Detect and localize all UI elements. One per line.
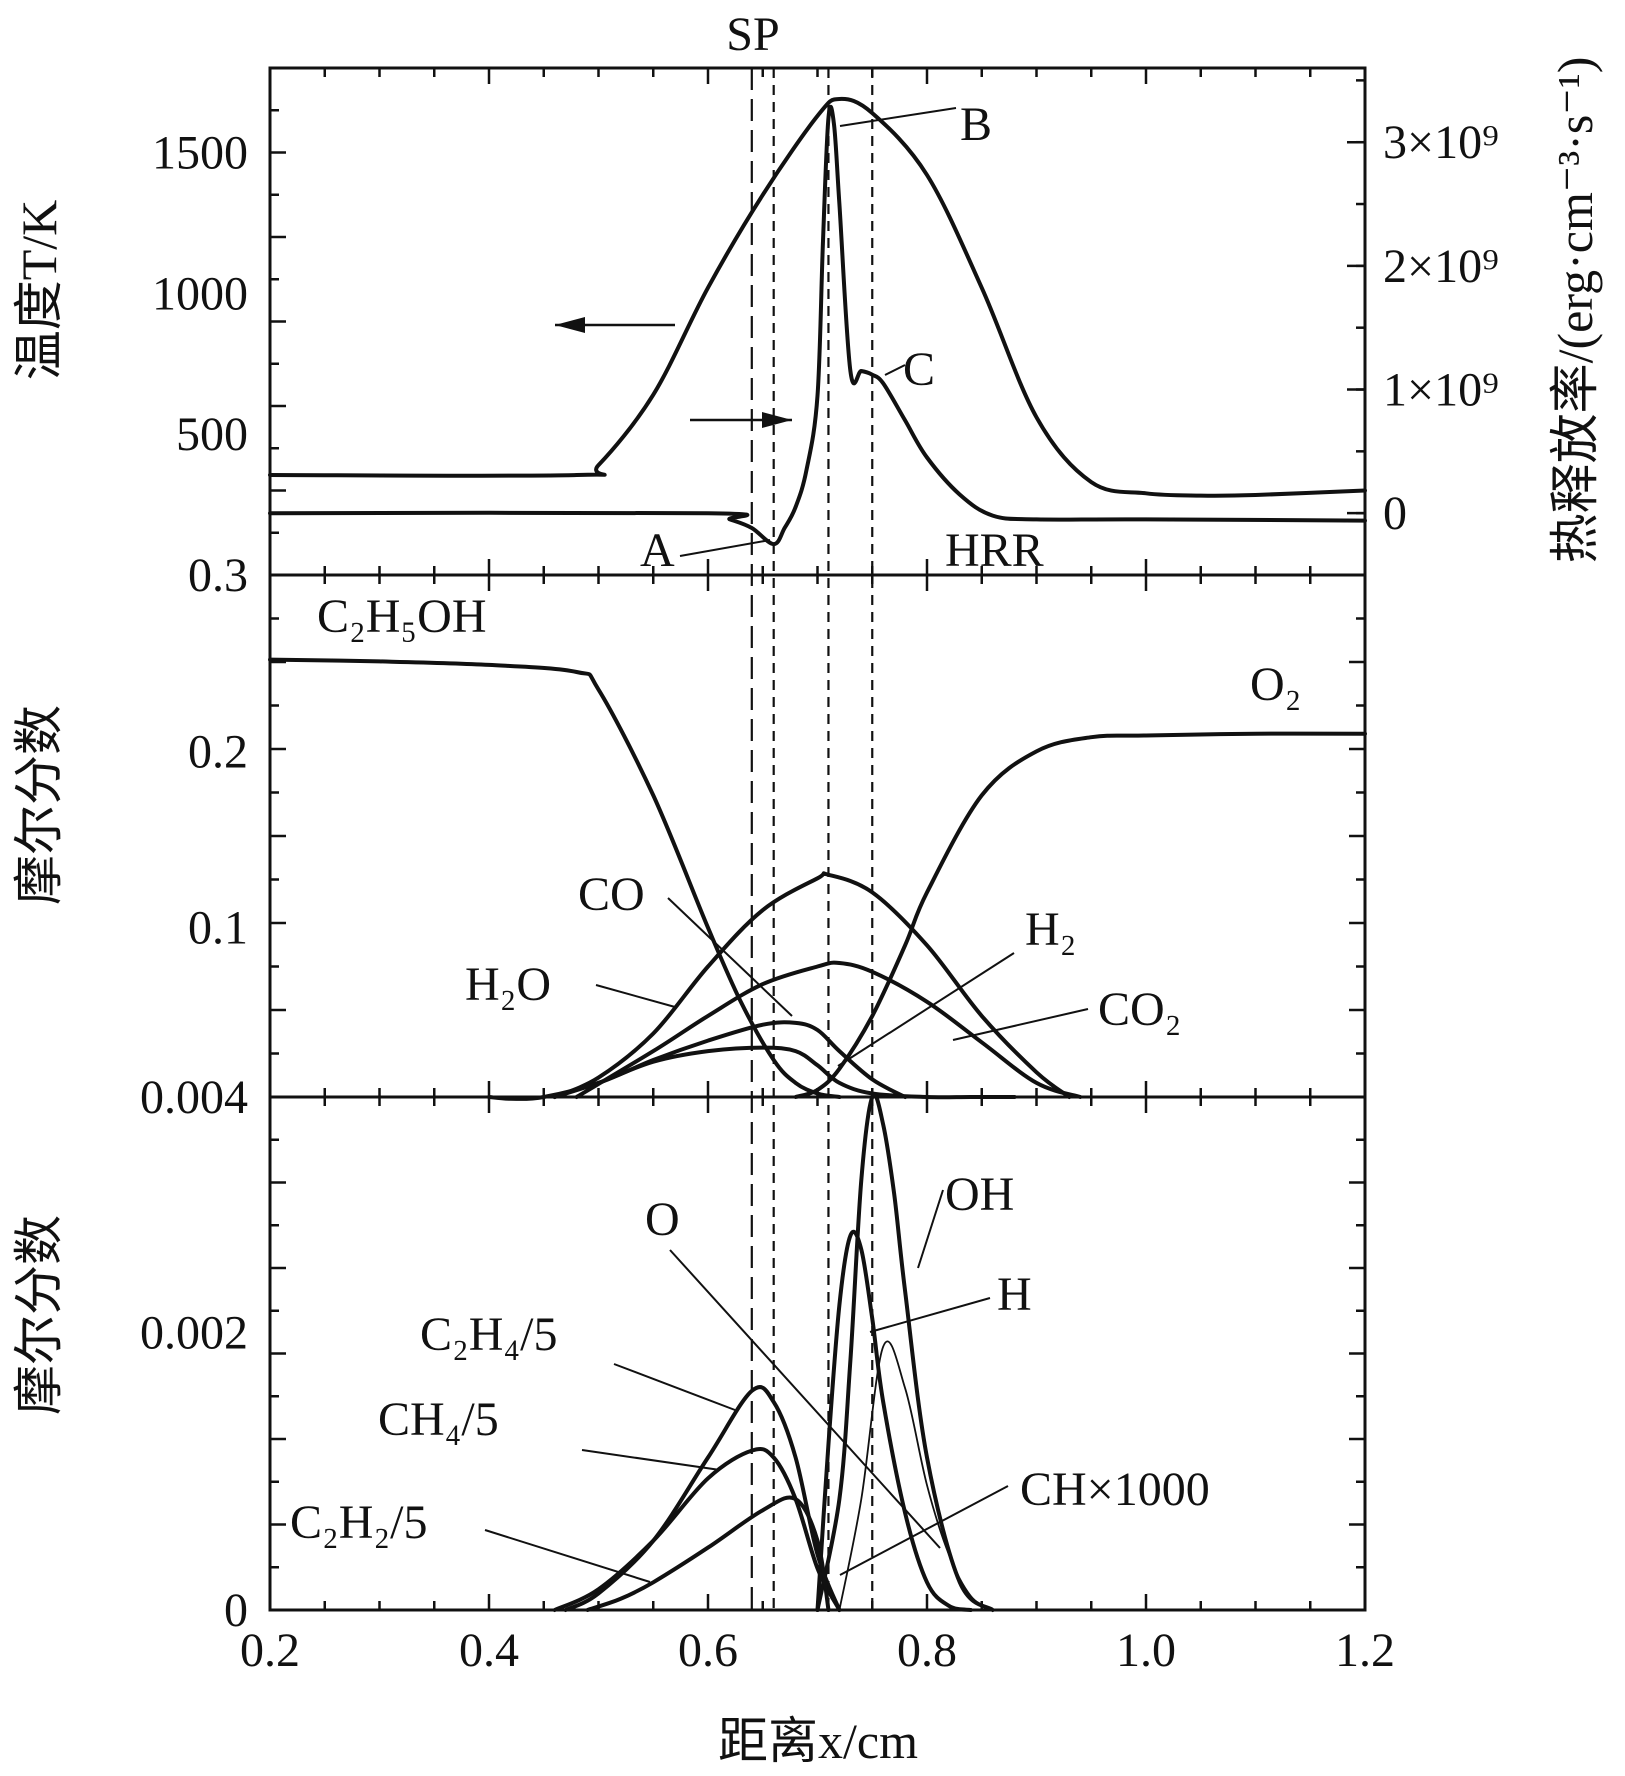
label-c2h5oh: C₂H₅OH (317, 590, 486, 643)
reference-lines (750, 68, 874, 1610)
leader-line (595, 984, 676, 1008)
y-tick-label: 0 (224, 1584, 248, 1637)
leader-line (667, 897, 793, 1017)
y2-tick-label: 1×10⁹ (1383, 364, 1499, 417)
x-tick-label: 0.8 (897, 1624, 957, 1677)
label-h2: H₂ (1025, 903, 1076, 956)
leader-line (839, 1485, 1009, 1576)
label-c2h2-5: C₂H₂/5 (290, 1496, 427, 1549)
label-ch-1000: CH×1000 (1020, 1463, 1210, 1516)
leader-line (884, 364, 906, 376)
axis-tick-labels: 0.2 0.4 0.6 0.8 1.0 1.2 0.3 500 1000 1500 0.004 0.1… (140, 116, 1499, 1677)
label-c2h4-5: C₂H₄/5 (420, 1308, 557, 1361)
annotations: SP A B C HRR C₂H₅OH O₂ CO H₂O H₂ CO₂ OH H O C₂H₄/5 CH₄/… (290, 8, 1301, 1583)
y2-tick-label: 2×10⁹ (1383, 240, 1499, 293)
y-tick-label: 0.002 (140, 1307, 248, 1360)
series-line-co (552, 871, 1072, 1099)
panel-frames (268, 66, 1367, 1612)
series-line-hrr (268, 104, 1367, 547)
leader-line (613, 1363, 736, 1411)
series-line-h2o (487, 1020, 908, 1101)
top-y2-axis-title: 热释放率/(erg·cm⁻³·s⁻¹) (1547, 57, 1603, 564)
y-tick-label: 500 (176, 408, 248, 461)
y-tick-label: 0.3 (188, 549, 248, 602)
series-line-t (268, 96, 1367, 498)
series-line-o (838, 1340, 994, 1611)
y-tick-label: 0.2 (188, 725, 248, 778)
leader-line (679, 539, 771, 557)
y-tick-label: 0.1 (188, 902, 248, 955)
series-lines (268, 96, 1367, 1612)
label-o: O (645, 1193, 680, 1246)
leader-line (917, 1189, 944, 1269)
label-h2o: H₂O (465, 958, 551, 1011)
label-co2: CO₂ (1098, 983, 1181, 1036)
label-sp: SP (726, 8, 779, 61)
middle-y-axis-title: 摩尔分数 (11, 705, 67, 905)
top-y-axis-title: 温度T/K (11, 200, 67, 381)
leader-line (869, 1297, 991, 1333)
series-line-c2h5oh (268, 657, 842, 1099)
series-line-c2h2-5 (585, 1495, 831, 1612)
arrow-icon (555, 317, 675, 333)
leader-line (837, 952, 1015, 1067)
x-tick-label: 0.4 (459, 1624, 519, 1677)
label-b: B (960, 98, 992, 151)
x-tick-label: 1.0 (1116, 1624, 1176, 1677)
label-ch4-5: CH₄/5 (378, 1393, 499, 1446)
x-tick-label: 1.2 (1335, 1624, 1395, 1677)
bottom-y-axis-title: 摩尔分数 (11, 1215, 67, 1415)
leader-line (581, 1449, 721, 1471)
label-oh: OH (945, 1168, 1014, 1221)
label-a: A (640, 524, 675, 577)
x-tick-label: 0.2 (240, 1624, 300, 1677)
series-line-h (815, 1229, 973, 1612)
series-line-h2 (552, 1045, 1017, 1100)
series-line-co2 (574, 960, 1083, 1099)
panel-frame-2 (268, 573, 1367, 1099)
axis-ticks (268, 66, 1367, 1612)
leader-line (669, 1249, 941, 1549)
y2-tick-label: 0 (1383, 487, 1407, 540)
leader-line (952, 1008, 1089, 1041)
label-o2: O₂ (1250, 658, 1301, 711)
y-tick-label: 1000 (152, 267, 248, 320)
series-line-ch4-5 (552, 1446, 842, 1612)
panel-frame-1 (268, 66, 1367, 577)
leader-line (839, 107, 957, 127)
y-tick-label: 1500 (152, 127, 248, 180)
x-axis-title: 距离x/cm (718, 1713, 918, 1769)
leader-line (484, 1529, 651, 1583)
y2-tick-label: 3×10⁹ (1383, 116, 1499, 169)
series-line-oh (815, 1092, 995, 1612)
label-hrr: HRR (945, 524, 1044, 577)
label-co: CO (578, 868, 645, 921)
series-line-o2 (793, 731, 1367, 1099)
label-h: H (997, 1268, 1032, 1321)
arrow-icon (690, 412, 792, 428)
x-tick-label: 0.6 (678, 1624, 738, 1677)
label-c: C (903, 343, 935, 396)
y-tick-label: 0.004 (140, 1071, 248, 1124)
